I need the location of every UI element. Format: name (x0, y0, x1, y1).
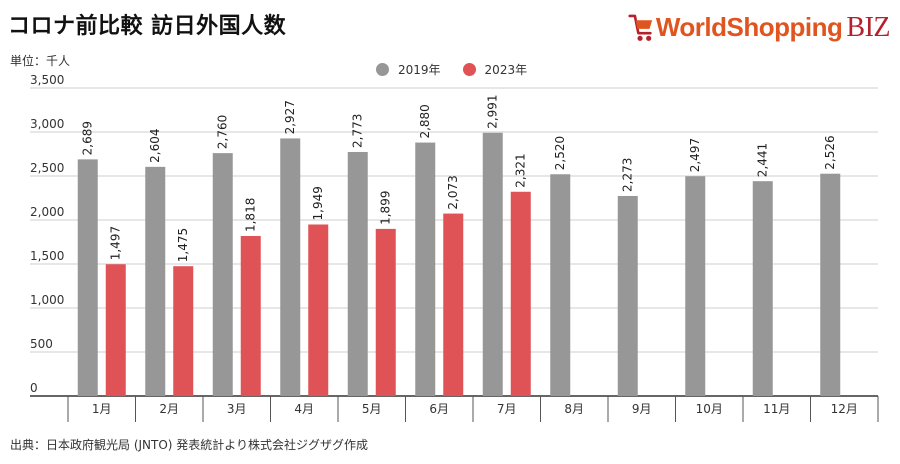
x-tick-label: 7月 (497, 402, 517, 416)
y-tick-label: 1,000 (30, 293, 64, 307)
bar-2019年 (280, 138, 301, 396)
legend-item-2023: 2023年 (462, 61, 528, 78)
data-label: 2,689 (81, 121, 95, 155)
legend-swatch-2019 (376, 63, 389, 76)
bar-2019年 (482, 132, 503, 397)
bar-2019年 (550, 174, 571, 396)
x-tick-label: 11月 (763, 402, 790, 416)
source-note: 出典：日本政府観光局 (JNTO) 発表統計より株式会社ジグザグ作成 (10, 438, 369, 452)
data-label: 2,497 (688, 138, 702, 172)
legend-swatch-2023 (462, 63, 476, 76)
bar-2019年 (820, 173, 841, 396)
y-tick-label: 2,000 (30, 205, 64, 219)
x-tick-label: 8月 (564, 402, 584, 416)
bar-2023年 (240, 236, 261, 396)
bar-2019年 (415, 142, 436, 396)
bar-2023年 (510, 191, 531, 396)
data-label: 2,520 (553, 136, 567, 170)
data-label: 2,880 (418, 104, 432, 138)
bar-2023年 (375, 228, 396, 396)
data-label: 2,441 (756, 143, 770, 177)
x-tick-label: 9月 (632, 402, 652, 416)
bar-2019年 (347, 151, 368, 396)
logo-text: WorldShopping BIZ (655, 12, 891, 44)
data-label: 1,475 (176, 228, 190, 262)
shopping-cart-icon (628, 14, 653, 41)
y-tick-label: 1,500 (30, 249, 64, 263)
data-label: 2,604 (148, 128, 162, 162)
bar-2019年 (617, 195, 638, 396)
x-tick-label: 10月 (696, 402, 723, 416)
y-tick-label: 3,500 (30, 73, 64, 87)
worldshopping-biz-logo: WorldShopping BIZ (628, 6, 890, 50)
bar-2023年 (308, 224, 329, 396)
x-tick-label: 5月 (362, 402, 382, 416)
legend-item-2019: 2019年 (376, 61, 441, 78)
y-tick-label: 500 (30, 337, 53, 351)
x-tick-label: 6月 (429, 402, 449, 416)
chart-title: コロナ前比較 訪日外国人数 (8, 14, 287, 39)
bar-2019年 (77, 159, 98, 396)
bar-2019年 (685, 176, 706, 396)
y-tick-label: 0 (30, 381, 38, 395)
x-tick-label: 1月 (92, 402, 112, 416)
data-label: 1,899 (379, 191, 393, 225)
y-tick-label: 3,000 (30, 117, 64, 131)
x-tick-label: 3月 (227, 402, 247, 416)
chart-legend: 2019年 2023年 (376, 61, 549, 78)
data-label: 1,949 (311, 186, 325, 220)
bar-2023年 (105, 264, 126, 396)
bar-2019年 (212, 153, 233, 396)
data-label: 2,273 (621, 158, 635, 192)
bar-2023年 (173, 266, 194, 396)
y-tick-label: 2,500 (30, 161, 64, 175)
data-label: 2,073 (446, 175, 460, 209)
x-tick-label: 4月 (294, 402, 314, 416)
logo-brand: WorldShopping (655, 12, 843, 42)
bar-2019年 (145, 166, 166, 396)
data-label: 2,991 (486, 94, 500, 128)
logo-suffix: BIZ (846, 12, 890, 43)
x-tick-label: 2月 (159, 402, 179, 416)
data-label: 1,497 (109, 226, 123, 260)
x-tick-label: 12月 (831, 402, 858, 416)
unit-label: 単位：千人 (10, 54, 71, 68)
bar-2019年 (752, 181, 773, 396)
data-label: 2,927 (283, 100, 297, 134)
data-label: 2,773 (351, 114, 365, 148)
data-label: 1,818 (244, 198, 258, 232)
data-label: 2,321 (514, 153, 528, 187)
data-label: 2,760 (216, 115, 230, 149)
legend-label-2023: 2023年 (484, 63, 528, 77)
legend-label-2019: 2019年 (398, 63, 441, 77)
data-label: 2,526 (823, 135, 837, 169)
bar-2023年 (443, 213, 464, 396)
